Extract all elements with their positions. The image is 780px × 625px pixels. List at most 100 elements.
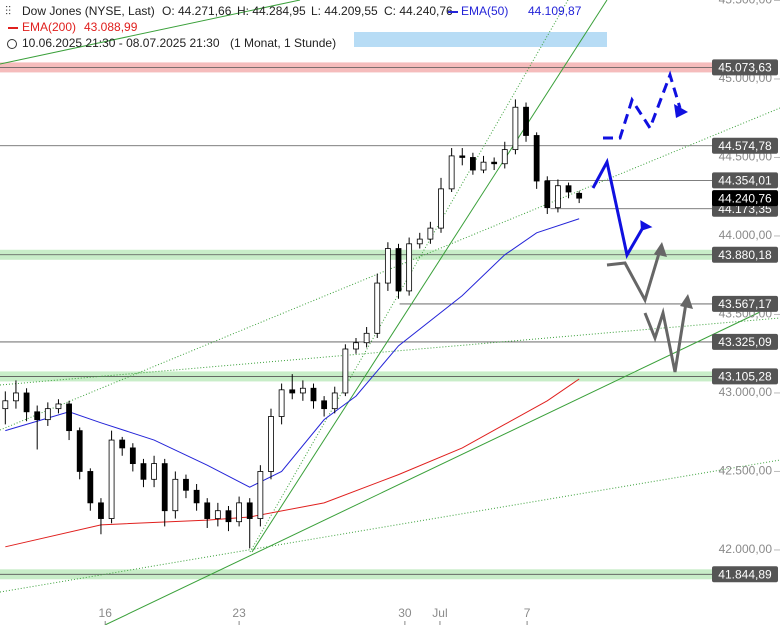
candle-body — [236, 502, 243, 523]
candle-body — [34, 411, 41, 421]
legend-value: 44.109,87 — [528, 4, 582, 18]
level-label-box — [712, 333, 778, 350]
candle-body — [374, 282, 381, 334]
candle-body — [523, 106, 529, 136]
level-label: 44.354,01 — [718, 174, 772, 188]
level-label-box — [712, 172, 778, 189]
candle-body — [246, 502, 253, 519]
candle-body — [406, 243, 413, 292]
arrow-head — [674, 104, 688, 118]
ohlc-low: L: 44.209,55 — [311, 4, 378, 18]
candle-body — [512, 106, 519, 151]
candle-body — [225, 510, 232, 523]
candle-body — [438, 188, 444, 229]
level-label: 45.073,63 — [718, 61, 772, 75]
candle-body — [268, 416, 274, 472]
ohlc-high: H: 44.284,95 — [237, 4, 306, 18]
candle-body — [353, 342, 359, 350]
candle-body — [129, 447, 136, 465]
candle-body — [151, 463, 157, 480]
candle-body — [491, 161, 498, 165]
candle-body — [533, 135, 540, 182]
x-tick-label: 16 — [99, 606, 113, 620]
ema-line — [5, 218, 580, 488]
candle-body — [55, 403, 62, 410]
y-tick-label: 42.500,00 — [719, 464, 773, 478]
candle-body — [342, 348, 349, 394]
candle-body — [416, 238, 423, 245]
ohlc-open: O: 44.271,66 — [162, 4, 232, 18]
forecast-arrow — [603, 70, 682, 140]
arrow-head — [640, 220, 653, 231]
level-label-box — [712, 59, 778, 76]
candle-body — [278, 389, 285, 417]
candle-body — [87, 471, 94, 504]
legend-label: EMA(50) — [461, 4, 508, 18]
candle-body — [140, 463, 147, 480]
candle-body — [119, 439, 126, 449]
candle-body — [321, 400, 328, 410]
highlight-box — [354, 32, 607, 47]
level-label: 41.844,89 — [718, 567, 772, 581]
candle-body — [576, 192, 583, 199]
x-tick-label: Jul — [432, 606, 447, 620]
level-label-box — [712, 295, 778, 312]
candle-body — [544, 180, 551, 209]
candle-body — [480, 161, 487, 171]
arrow-head — [680, 294, 693, 309]
arrow-head — [654, 242, 667, 257]
candle-body — [2, 400, 9, 410]
level-label: 43.325,09 — [718, 335, 772, 349]
level-label: 43.567,17 — [718, 297, 772, 311]
plot-layer — [2, 99, 583, 549]
trendline — [104, 311, 761, 625]
level-label-box — [712, 137, 778, 154]
candle-body — [289, 389, 296, 394]
level-label: 44.574,78 — [718, 139, 772, 153]
y-tick-label: 43.000,00 — [719, 385, 773, 399]
axis-layer: 42.000,0042.500,0043.000,0043.500,0044.0… — [99, 0, 780, 625]
header: ⫶⫶ Dow Jones (NYSE, Last) O: 44.271,66 H… — [5, 4, 582, 50]
ema-line — [5, 378, 580, 548]
candle-body — [448, 155, 455, 190]
candle-body — [310, 387, 317, 402]
candle-body — [501, 149, 508, 165]
x-tick-label: 23 — [232, 606, 246, 620]
level-label-box — [712, 566, 778, 583]
candle-body — [204, 502, 211, 519]
level-label-box — [712, 246, 778, 263]
x-tick-label: 7 — [524, 606, 531, 620]
candle-body — [23, 392, 30, 413]
trendline — [0, 0, 301, 65]
y-tick-label: 42.000,00 — [719, 542, 773, 556]
candle-body — [76, 430, 83, 472]
y-tick-label: 44.000,00 — [719, 228, 773, 242]
candle-body — [183, 478, 189, 491]
level-label: 43.880,18 — [718, 248, 772, 262]
trendline — [251, 0, 608, 553]
candle-body — [384, 248, 391, 284]
candle-body — [395, 248, 402, 292]
ohlc-close: C: 44.240,76 — [384, 4, 453, 18]
candle-body — [108, 439, 115, 519]
background-layer — [0, 62, 712, 580]
candle-body — [214, 510, 221, 519]
candle-body — [66, 403, 72, 432]
forecast-arrow — [606, 249, 662, 304]
candle-body — [555, 185, 561, 209]
level-label-box — [712, 368, 778, 385]
clock-icon — [7, 39, 17, 49]
last-price-label: 44.240,76 — [718, 191, 772, 205]
candle-body — [363, 332, 370, 344]
candle-body — [13, 392, 19, 402]
candle-body — [299, 387, 306, 394]
candle-body — [193, 489, 200, 504]
date-range: 10.06.2025 21:30 - 08.07.2025 21:30 — [22, 36, 220, 50]
candle-body — [98, 502, 104, 519]
forecast-arrow — [591, 157, 647, 260]
period: (1 Monat, 1 Stunde) — [230, 36, 336, 50]
y-tick-label: 45.500,00 — [719, 0, 773, 7]
